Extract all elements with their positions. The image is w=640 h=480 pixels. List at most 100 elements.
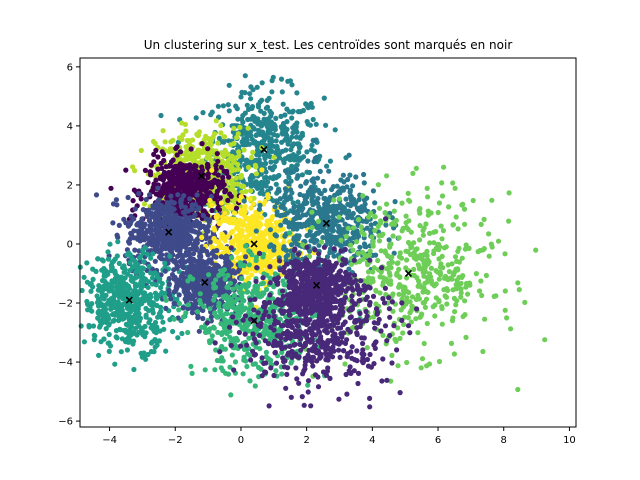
- scatter-point: [261, 110, 267, 116]
- scatter-point: [324, 163, 330, 169]
- scatter-point: [171, 164, 177, 170]
- scatter-point: [175, 335, 181, 341]
- scatter-point: [175, 232, 181, 238]
- scatter-point: [441, 287, 447, 293]
- scatter-point: [150, 205, 156, 211]
- scatter-point: [124, 292, 130, 298]
- scatter-point: [214, 151, 220, 157]
- scatter-point: [85, 301, 91, 307]
- scatter-point: [346, 208, 352, 214]
- scatter-point: [252, 383, 258, 389]
- scatter-point: [251, 140, 257, 146]
- scatter-point: [124, 305, 131, 311]
- scatter-point: [141, 201, 148, 207]
- scatter-point: [315, 200, 321, 206]
- scatter-point: [208, 157, 214, 163]
- scatter-point: [231, 292, 237, 298]
- scatter-point: [417, 210, 423, 216]
- scatter-point: [193, 287, 199, 293]
- scatter-point: [396, 284, 402, 290]
- scatter-point: [199, 234, 205, 240]
- scatter-point: [271, 154, 277, 160]
- scatter-point: [182, 214, 188, 220]
- scatter-point: [127, 236, 133, 242]
- scatter-point: [441, 164, 447, 170]
- scatter-point: [258, 265, 264, 271]
- scatter-point: [209, 333, 215, 339]
- scatter-point: [248, 188, 254, 194]
- scatter-point: [308, 184, 315, 190]
- scatter-point: [246, 232, 252, 238]
- scatter-point: [173, 145, 179, 151]
- scatter-point: [211, 285, 217, 291]
- scatter-point: [318, 239, 324, 245]
- scatter-point: [222, 210, 228, 216]
- scatter-point: [239, 156, 245, 163]
- scatter-point: [275, 147, 281, 153]
- scatter-point: [391, 208, 397, 214]
- scatter-point: [162, 206, 168, 212]
- scatter-point: [427, 240, 433, 246]
- scatter-point: [455, 226, 461, 232]
- scatter-point: [239, 222, 245, 228]
- scatter-point: [398, 255, 405, 261]
- scatter-point: [305, 105, 311, 111]
- scatter-point: [110, 288, 116, 294]
- scatter-point: [240, 269, 246, 275]
- scatter-point: [324, 210, 330, 217]
- scatter-point: [162, 268, 168, 274]
- scatter-point: [305, 189, 311, 195]
- scatter-point: [421, 285, 427, 291]
- scatter-point: [150, 232, 156, 238]
- scatter-point: [160, 211, 167, 217]
- scatter-point: [188, 263, 194, 270]
- scatter-point: [448, 340, 455, 346]
- scatter-point: [343, 196, 349, 202]
- scatter-point: [323, 122, 329, 128]
- scatter-point: [168, 296, 174, 302]
- scatter-point: [227, 220, 233, 226]
- scatter-point: [233, 175, 239, 181]
- scatter-point: [361, 180, 367, 186]
- scatter-point: [172, 226, 178, 232]
- scatter-point: [299, 172, 305, 178]
- scatter-point: [190, 251, 197, 257]
- scatter-point: [246, 320, 252, 326]
- scatter-point: [294, 233, 300, 239]
- scatter-point: [479, 292, 485, 299]
- scatter-point: [327, 158, 333, 164]
- scatter-point: [221, 138, 227, 144]
- scatter-point: [160, 172, 166, 178]
- scatter-point: [419, 257, 426, 263]
- scatter-point: [272, 232, 278, 238]
- scatter-point: [154, 205, 160, 211]
- scatter-point: [99, 308, 105, 314]
- scatter-point: [201, 208, 207, 214]
- scatter-point: [112, 361, 118, 367]
- scatter-point: [101, 296, 107, 302]
- scatter-point: [365, 269, 372, 275]
- scatter-point: [249, 252, 255, 258]
- scatter-point: [200, 263, 206, 269]
- scatter-point: [222, 294, 228, 300]
- scatter-point: [298, 155, 305, 161]
- scatter-point: [225, 197, 231, 203]
- scatter-point: [311, 188, 317, 194]
- scatter-point: [132, 247, 138, 253]
- scatter-point: [156, 214, 162, 220]
- scatter-point: [294, 210, 301, 216]
- scatter-point: [258, 366, 264, 372]
- scatter-point: [277, 227, 284, 233]
- scatter-point: [209, 202, 215, 208]
- scatter-point: [164, 195, 170, 201]
- scatter-point: [186, 250, 192, 256]
- scatter-point: [194, 131, 200, 137]
- scatter-point: [297, 191, 303, 198]
- scatter-point: [290, 141, 296, 147]
- scatter-point: [450, 180, 456, 186]
- scatter-point: [241, 147, 247, 153]
- scatter-point: [160, 220, 166, 226]
- scatter-point: [458, 294, 464, 300]
- scatter-point: [439, 180, 445, 186]
- scatter-point: [131, 187, 137, 193]
